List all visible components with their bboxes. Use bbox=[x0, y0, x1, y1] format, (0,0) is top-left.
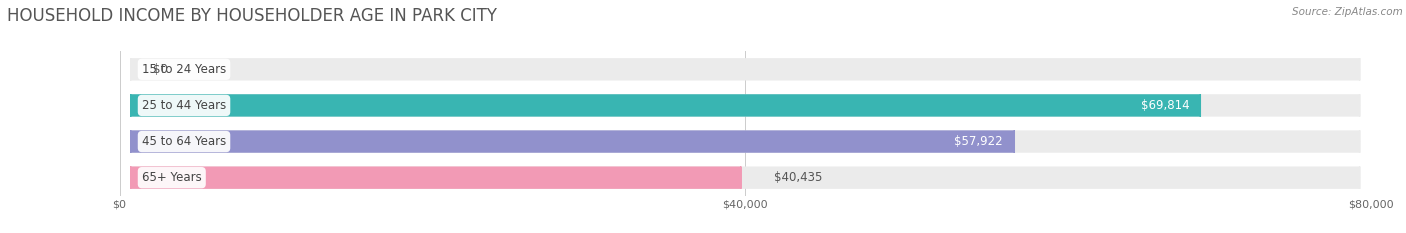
Text: HOUSEHOLD INCOME BY HOUSEHOLDER AGE IN PARK CITY: HOUSEHOLD INCOME BY HOUSEHOLDER AGE IN P… bbox=[7, 7, 498, 25]
Text: $69,814: $69,814 bbox=[1140, 99, 1189, 112]
Text: $57,922: $57,922 bbox=[955, 135, 1002, 148]
Text: Source: ZipAtlas.com: Source: ZipAtlas.com bbox=[1292, 7, 1403, 17]
FancyBboxPatch shape bbox=[131, 58, 1360, 81]
Text: 25 to 44 Years: 25 to 44 Years bbox=[142, 99, 226, 112]
FancyBboxPatch shape bbox=[131, 166, 741, 189]
Text: 45 to 64 Years: 45 to 64 Years bbox=[142, 135, 226, 148]
FancyBboxPatch shape bbox=[131, 166, 1360, 189]
Text: 65+ Years: 65+ Years bbox=[142, 171, 201, 184]
FancyBboxPatch shape bbox=[131, 130, 1014, 153]
Text: $0: $0 bbox=[153, 63, 167, 76]
FancyBboxPatch shape bbox=[131, 94, 1201, 117]
Text: 15 to 24 Years: 15 to 24 Years bbox=[142, 63, 226, 76]
FancyBboxPatch shape bbox=[131, 94, 1360, 117]
Text: $40,435: $40,435 bbox=[775, 171, 823, 184]
FancyBboxPatch shape bbox=[131, 130, 1360, 153]
